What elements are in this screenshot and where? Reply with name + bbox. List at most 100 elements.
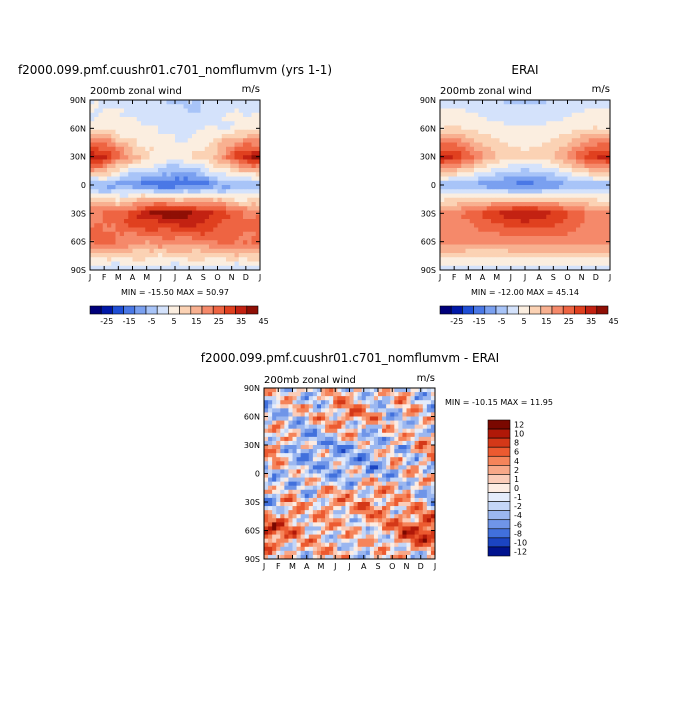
heatmap-cell <box>99 100 104 105</box>
heatmap-cell <box>517 236 522 241</box>
heatmap-cell <box>317 506 321 510</box>
heatmap-cell <box>534 257 539 262</box>
heatmap-cell <box>280 531 284 535</box>
heatmap-cell <box>317 518 321 522</box>
heatmap-cell <box>94 160 99 165</box>
heatmap-cell <box>440 211 445 216</box>
heatmap-cell <box>301 400 305 404</box>
heatmap-cell <box>419 449 423 453</box>
heatmap-cell <box>116 215 121 220</box>
heatmap-cell <box>192 134 197 139</box>
heatmap-cell <box>103 181 108 186</box>
heatmap-cell <box>341 461 345 465</box>
heatmap-cell <box>175 151 180 156</box>
heatmap-cell <box>602 126 607 131</box>
heatmap-cell <box>137 228 142 233</box>
heatmap-cell <box>350 494 354 498</box>
heatmap-cell <box>209 160 214 165</box>
heatmap-cell <box>201 198 206 203</box>
heatmap-cell <box>525 172 530 177</box>
heatmap-cell <box>546 211 551 216</box>
heatmap-cell <box>103 206 108 211</box>
heatmap-cell <box>386 474 390 478</box>
heatmap-cell <box>205 177 210 182</box>
heatmap-cell <box>478 138 483 143</box>
heatmap-cell <box>321 498 325 502</box>
heatmap-cell <box>333 502 337 506</box>
heatmap-cell <box>239 215 244 220</box>
heatmap-cell <box>593 236 598 241</box>
heatmap-cell <box>133 194 138 199</box>
heatmap-cell <box>542 130 547 135</box>
heatmap-cell <box>559 160 564 165</box>
heatmap-cell <box>345 445 349 449</box>
heatmap-cell <box>247 215 252 220</box>
heatmap-cell <box>103 223 108 228</box>
heatmap-cell <box>580 126 585 131</box>
heatmap-cell <box>585 257 590 262</box>
heatmap-cell <box>184 121 189 126</box>
heatmap-cell <box>529 257 534 262</box>
heatmap-cell <box>563 206 568 211</box>
heatmap-cell <box>521 172 526 177</box>
heatmap-cell <box>508 240 513 245</box>
heatmap-cell <box>103 155 108 160</box>
heatmap-cell <box>559 109 564 114</box>
heatmap-cell <box>512 189 517 194</box>
heatmap-cell <box>370 526 374 530</box>
heatmap-cell <box>128 126 133 131</box>
heatmap-cell <box>94 215 99 220</box>
heatmap-cell <box>362 445 366 449</box>
heatmap-cell <box>386 478 390 482</box>
heatmap-cell <box>333 429 337 433</box>
heatmap-cell <box>120 164 125 169</box>
heatmap-cell <box>504 232 509 237</box>
heatmap-cell <box>141 104 146 109</box>
heatmap-cell <box>337 425 341 429</box>
panel-1: f2000.099.pmf.cuushr01.c701_nomflumvm (y… <box>18 63 332 326</box>
heatmap-cell <box>175 232 180 237</box>
heatmap-cell <box>293 543 297 547</box>
heatmap-cell <box>239 113 244 118</box>
heatmap-cell <box>440 194 445 199</box>
heatmap-cell <box>354 449 358 453</box>
heatmap-cell <box>512 164 517 169</box>
heatmap-cell <box>563 147 568 152</box>
heatmap-cell <box>576 202 581 207</box>
heatmap-cell <box>466 113 471 118</box>
heatmap-cell <box>141 160 146 165</box>
heatmap-cell <box>209 223 214 228</box>
heatmap-cell <box>440 147 445 152</box>
heatmap-cell <box>440 257 445 262</box>
heatmap-cell <box>512 168 517 173</box>
heatmap-cell <box>230 262 235 267</box>
heatmap-cell <box>317 498 321 502</box>
heatmap-cell <box>576 236 581 241</box>
heatmap-cell <box>525 215 530 220</box>
heatmap-cell <box>453 185 458 190</box>
heatmap-cell <box>563 130 568 135</box>
heatmap-cell <box>133 104 138 109</box>
heatmap-cell <box>542 249 547 254</box>
heatmap-cell <box>201 262 206 267</box>
panel-3-title: f2000.099.pmf.cuushr01.c701_nomflumvm - … <box>201 351 499 365</box>
heatmap-cell <box>597 181 602 186</box>
heatmap-cell <box>487 223 492 228</box>
heatmap-cell <box>504 113 509 118</box>
heatmap-cell <box>239 121 244 126</box>
heatmap-cell <box>470 104 475 109</box>
heatmap-cell <box>141 181 146 186</box>
heatmap-cell <box>325 498 329 502</box>
heatmap-cell <box>235 100 240 105</box>
heatmap-cell <box>362 494 366 498</box>
heatmap-cell <box>230 206 235 211</box>
heatmap-cell <box>366 514 370 518</box>
heatmap-cell <box>354 498 358 502</box>
heatmap-cell <box>457 245 462 250</box>
heatmap-cell <box>128 189 133 194</box>
heatmap-cell <box>243 236 248 241</box>
heatmap-cell <box>483 257 488 262</box>
heatmap-cell <box>188 104 193 109</box>
heatmap-cell <box>116 109 121 114</box>
heatmap-cell <box>333 539 337 543</box>
